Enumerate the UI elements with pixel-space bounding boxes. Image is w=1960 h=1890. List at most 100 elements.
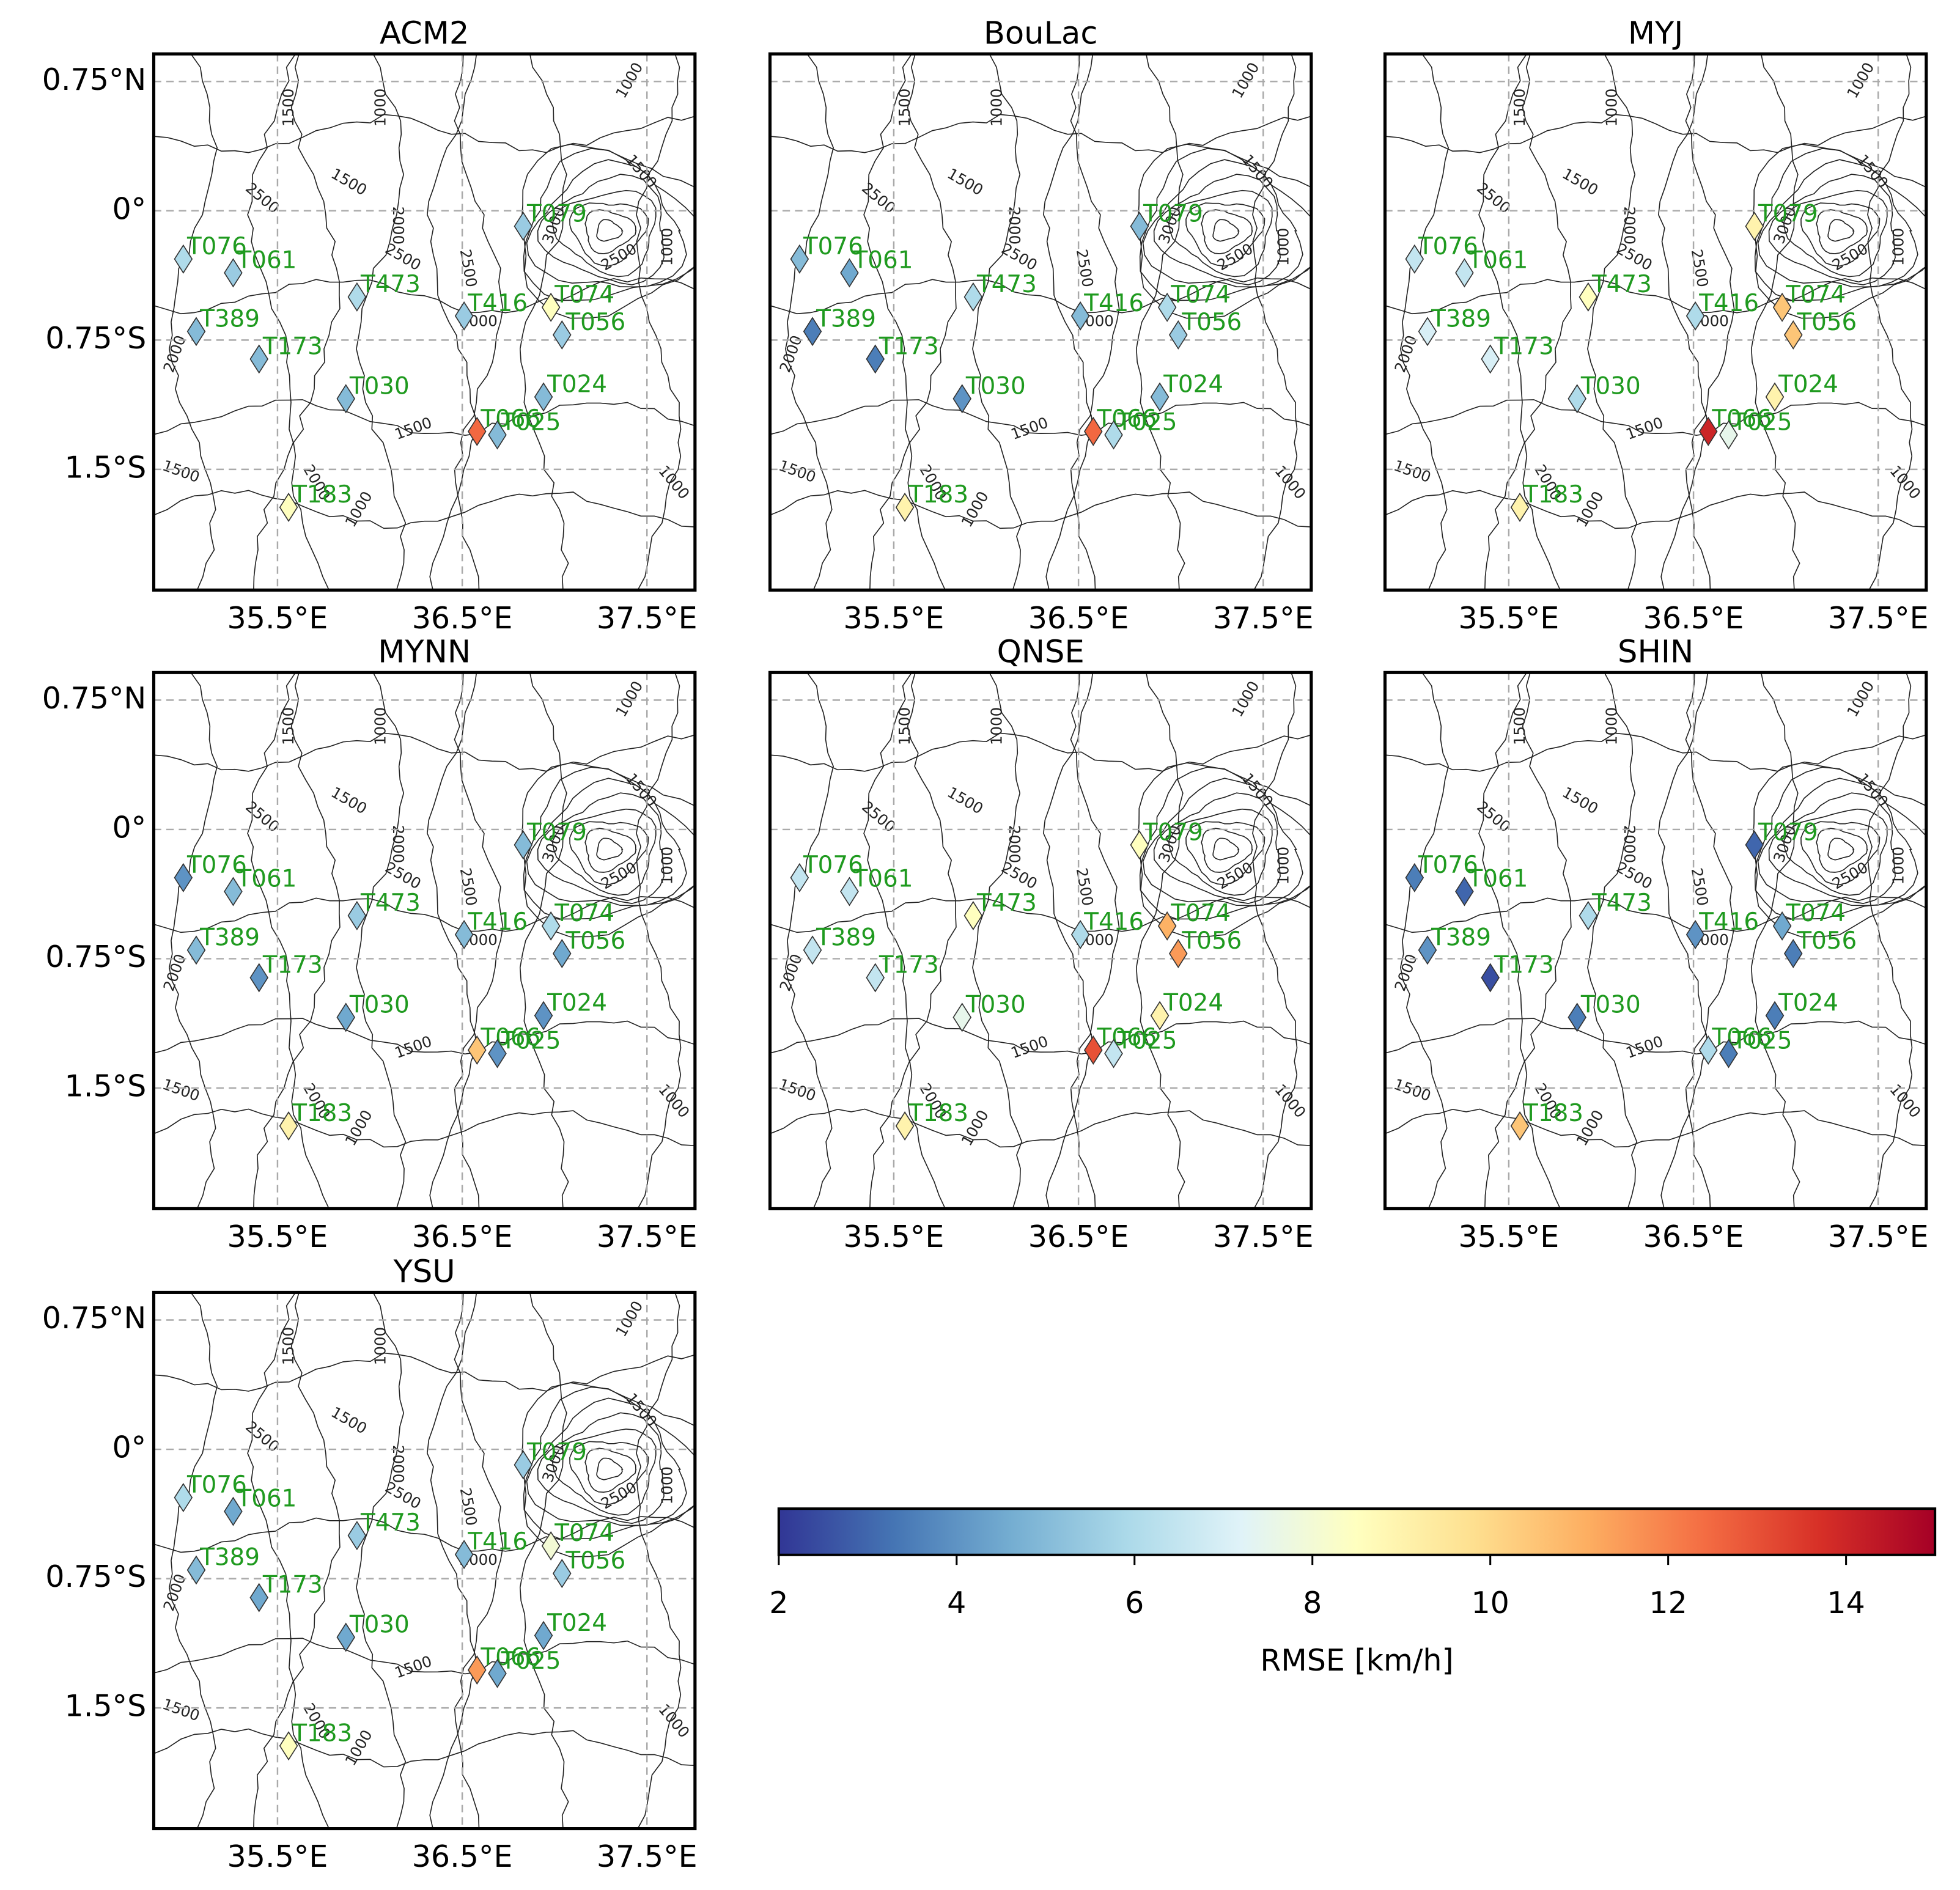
station-marker: [1772, 911, 1792, 941]
y-tick-label: 0.75°S: [45, 320, 146, 356]
x-tick-label: 36.5°E: [412, 600, 513, 636]
station-label: T173: [1494, 952, 1554, 979]
station-marker: [279, 1111, 298, 1141]
contour-line: [1587, 54, 1638, 590]
station-marker: [1579, 900, 1598, 930]
station-marker: [534, 1001, 553, 1031]
colorbar-tick-label: 4: [947, 1585, 966, 1620]
contour-line: [169, 1292, 218, 1829]
contour-line: [356, 1292, 407, 1829]
x-tick-label: 37.5°E: [1213, 600, 1314, 636]
panel-background: [153, 672, 695, 1209]
contour-line: [1168, 808, 1273, 896]
contour-label: 2000: [389, 825, 407, 863]
station-label: T074: [1785, 900, 1846, 927]
station-label: T056: [565, 309, 625, 336]
station-label: T076: [803, 233, 863, 260]
contour-line: [1385, 114, 1926, 153]
contour-line: [537, 792, 665, 904]
station-label: T076: [186, 233, 247, 260]
station-label: T079: [526, 818, 587, 846]
station-label: T025: [501, 1647, 561, 1675]
y-tick-label: 1.5°S: [65, 449, 147, 485]
contour-label: 1500: [1511, 89, 1528, 127]
contour-line: [1212, 837, 1240, 861]
station-marker: [1418, 935, 1437, 965]
station-label: T389: [199, 1544, 260, 1572]
station-marker: [279, 1731, 298, 1761]
contour-line: [1201, 209, 1253, 254]
contour-label: 1000: [658, 1466, 676, 1504]
station-marker: [1455, 877, 1474, 906]
contour-line: [519, 1292, 569, 1829]
panel-frame: [1383, 52, 1928, 592]
station-marker: [1157, 292, 1177, 322]
station-label: T389: [199, 924, 260, 951]
station-label: T183: [292, 1719, 352, 1747]
contour-label: 2000: [389, 1445, 407, 1483]
station-label: T024: [547, 1609, 607, 1637]
contour-line: [1070, 54, 1120, 590]
contour-line: [1478, 672, 1528, 1209]
station-marker: [790, 244, 809, 274]
station-marker: [347, 282, 367, 312]
station-label: T473: [976, 271, 1037, 298]
contour-line: [1043, 54, 1094, 590]
contour-line: [537, 174, 665, 285]
station-marker: [488, 1658, 507, 1688]
station-label: T024: [1163, 371, 1223, 399]
station-label: T173: [879, 952, 939, 979]
colorbar-tick-label: 2: [769, 1585, 788, 1620]
contour-line: [153, 1516, 695, 1553]
station-label: T473: [360, 271, 421, 298]
y-tick-label: 1.5°S: [65, 1068, 147, 1103]
station-label: T183: [908, 481, 968, 509]
contour-line: [770, 732, 1311, 772]
station-label: T079: [1143, 200, 1203, 227]
colorbar: 2 4 6 8 10 12 14 RMSE [km/h]: [769, 1507, 1937, 1678]
contour-line: [770, 1018, 1311, 1055]
station-label: T066: [1096, 1024, 1157, 1051]
contour-line: [454, 1292, 504, 1829]
contour-label: 1000: [658, 228, 676, 266]
contour-line: [1385, 896, 1926, 933]
contour-line: [1522, 672, 1572, 1209]
contour-line: [785, 672, 834, 1209]
station-marker: [1772, 292, 1792, 322]
station-label: T074: [1170, 281, 1231, 309]
contour-line: [1750, 54, 1800, 590]
station-label: T389: [816, 305, 876, 333]
station-marker: [1719, 420, 1738, 450]
contour-line: [1783, 808, 1888, 896]
station-label: T416: [467, 908, 528, 936]
contour-line: [1201, 828, 1253, 873]
contour-line: [770, 399, 1311, 436]
station-label: T076: [1418, 233, 1478, 260]
station-marker: [224, 1496, 243, 1526]
contour-label: 2000: [389, 207, 407, 245]
station-marker: [803, 935, 822, 965]
contour-line: [1783, 189, 1888, 278]
station-label: T389: [816, 924, 876, 951]
contour-line: [1816, 209, 1868, 254]
contour-line: [247, 54, 297, 590]
contour-line: [770, 114, 1311, 153]
station-marker: [1686, 301, 1705, 331]
contour-line: [519, 54, 569, 590]
station-marker: [336, 384, 356, 414]
station-marker: [186, 1555, 206, 1585]
y-tick-label: 0°: [112, 1430, 146, 1465]
contour-line: [153, 732, 695, 772]
contour-label: 2000: [1006, 207, 1023, 245]
station-label: T473: [1591, 271, 1652, 298]
contour-label: 1000: [658, 847, 676, 884]
x-tick-label: 37.5°E: [597, 1219, 698, 1254]
station-label: T030: [1580, 991, 1641, 1018]
contour-line: [972, 54, 1023, 590]
contour-line: [1827, 219, 1855, 242]
station-marker: [1698, 1035, 1718, 1065]
station-label: T024: [1163, 990, 1223, 1017]
contour-line: [1385, 732, 1926, 772]
station-marker: [1083, 1035, 1103, 1065]
contour-line: [1385, 399, 1926, 436]
